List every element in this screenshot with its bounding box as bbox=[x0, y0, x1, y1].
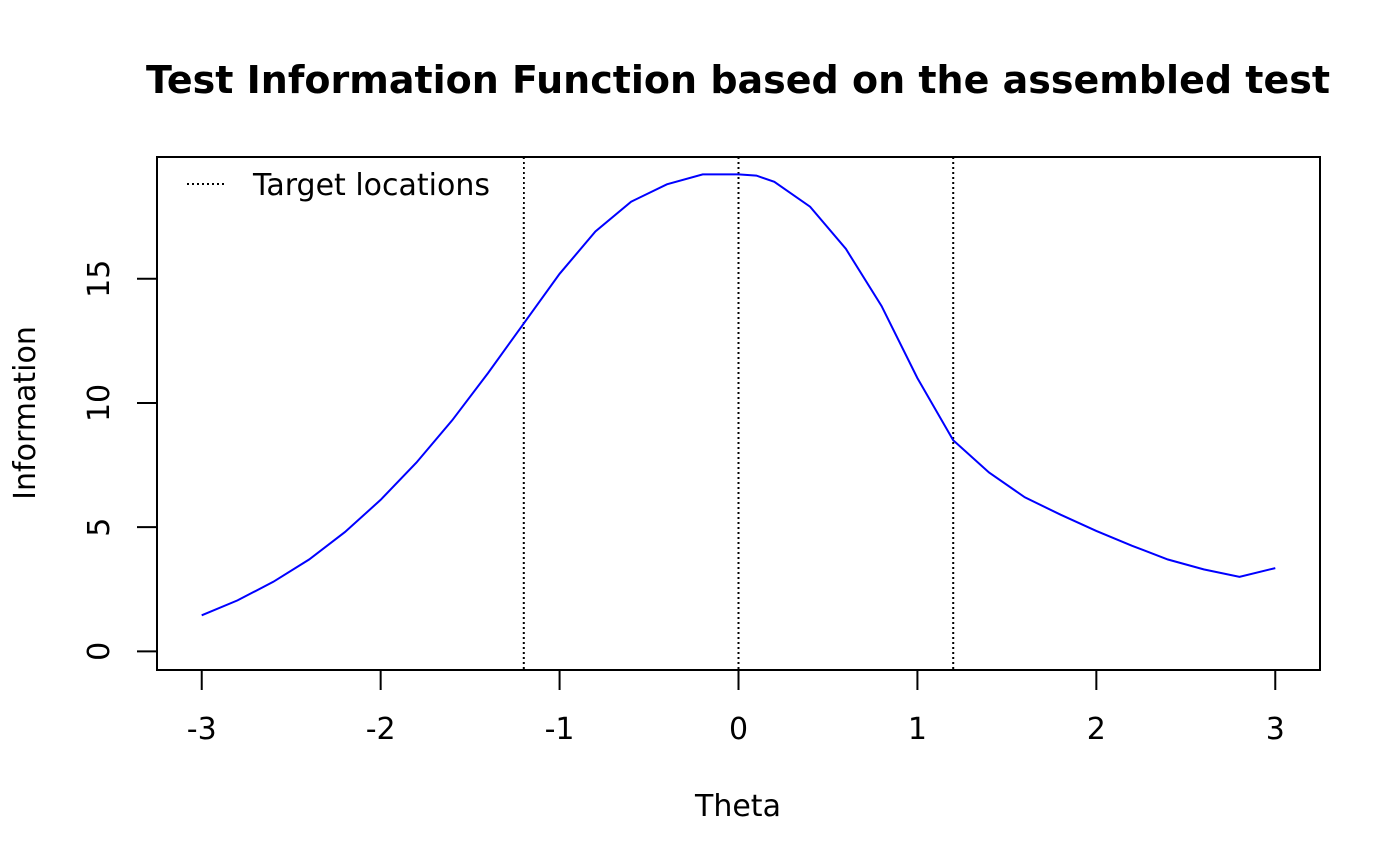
x-tick-label: -2 bbox=[366, 712, 396, 747]
y-tick-label: 5 bbox=[82, 518, 117, 537]
x-axis-title: Theta bbox=[694, 789, 781, 824]
y-axis-title: Information bbox=[8, 326, 43, 500]
information-curve bbox=[201, 173, 1276, 617]
x-tick-label: 0 bbox=[729, 712, 748, 747]
legend-box-mask bbox=[159, 159, 523, 205]
x-tick-label: -1 bbox=[545, 712, 575, 747]
x-tick-label: 3 bbox=[1266, 712, 1285, 747]
series-layer bbox=[201, 173, 1276, 617]
x-tick-label: -3 bbox=[187, 712, 217, 747]
y-tick-label: 10 bbox=[82, 384, 117, 422]
target-location-lines bbox=[522, 157, 955, 670]
chart-title: Test Information Function based on the a… bbox=[146, 58, 1330, 102]
x-tick-label: 2 bbox=[1087, 712, 1106, 747]
y-tick-label: 15 bbox=[82, 260, 117, 298]
x-tick-label: 1 bbox=[908, 712, 927, 747]
legend: Target locations bbox=[159, 159, 523, 205]
legend-label-target-locations: Target locations bbox=[252, 168, 490, 203]
y-axis: 0 5 10 15 bbox=[82, 260, 158, 661]
x-axis: -3 -2 -1 0 1 2 3 bbox=[187, 669, 1285, 747]
y-tick-label: 0 bbox=[82, 642, 117, 661]
